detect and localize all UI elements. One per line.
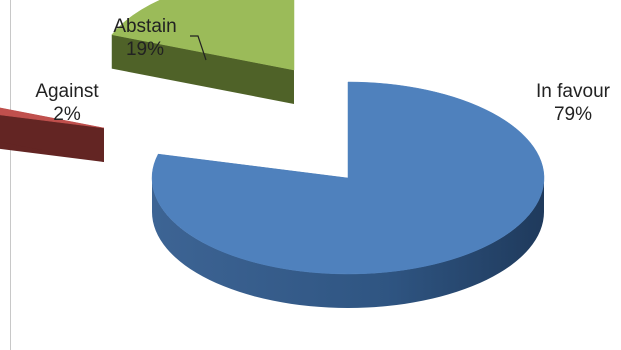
slice-label-abstain: Abstain 19% [100,15,190,61]
slice-value-in-favour: 79% [553,104,593,125]
slice-abstain [111,0,295,71]
slice-rim-in-favour [152,178,544,308]
slice-value-against: 2% [53,104,81,125]
slice-label-in-favour: In favour 79% [523,80,621,126]
leader-line-abstain [190,35,207,61]
slice-value-abstain: 19% [125,39,165,60]
slice-name-against: Against [35,81,99,102]
slice-name-in-favour: In favour [536,81,610,102]
slice-cut-face-abstain [111,34,294,104]
chart-frame-border [10,0,11,350]
slice-label-against: Against 2% [22,80,112,126]
slice-name-abstain: Abstain [113,16,177,37]
slice-cut-face-end-against [0,107,104,162]
slice-in-favour [151,81,545,275]
slice-against [0,107,105,129]
